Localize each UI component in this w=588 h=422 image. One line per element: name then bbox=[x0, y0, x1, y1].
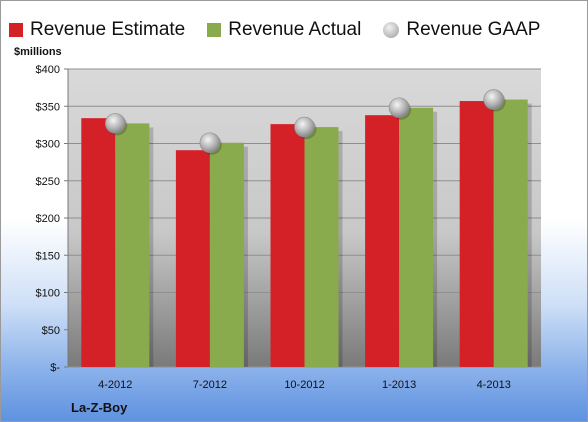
y-tick-label: $300 bbox=[36, 139, 60, 151]
bar-revenue-estimate bbox=[175, 150, 210, 367]
bar-revenue-estimate bbox=[81, 118, 116, 367]
y-tick-label: $250 bbox=[36, 176, 60, 188]
bar-revenue-actual bbox=[304, 127, 339, 367]
company-name: La-Z-Boy bbox=[71, 400, 128, 415]
y-tick-label: $100 bbox=[36, 288, 60, 300]
x-tick-label: 4-2013 bbox=[477, 379, 511, 391]
gaap-marker bbox=[483, 89, 505, 110]
y-tick-label: $- bbox=[50, 362, 60, 374]
bar-revenue-actual bbox=[209, 142, 244, 367]
bar-revenue-estimate bbox=[459, 101, 494, 367]
y-axis-unit-label: $millions bbox=[14, 46, 62, 58]
y-tick-label: $200 bbox=[36, 213, 60, 225]
bar-revenue-estimate bbox=[270, 124, 305, 367]
legend-item-gaap: Revenue GAAP bbox=[383, 19, 540, 41]
legend-label-estimate: Revenue Estimate bbox=[30, 19, 186, 40]
y-tick-label: $150 bbox=[36, 250, 60, 262]
legend: Revenue Estimate Revenue Actual Revenue … bbox=[9, 17, 579, 43]
x-tick-label: 1-2013 bbox=[382, 379, 416, 391]
gaap-marker bbox=[105, 113, 126, 134]
legend-item-actual: Revenue Actual bbox=[207, 19, 361, 41]
legend-swatch-estimate bbox=[9, 23, 23, 37]
bar-revenue-estimate bbox=[365, 115, 400, 367]
bar-revenue-actual bbox=[493, 99, 528, 368]
x-tick-label: 4-2012 bbox=[98, 379, 132, 391]
legend-label-gaap: Revenue GAAP bbox=[406, 19, 541, 40]
y-tick-label: $50 bbox=[42, 325, 60, 337]
gaap-marker bbox=[388, 97, 410, 119]
y-tick-label: $350 bbox=[36, 101, 60, 113]
y-tick-label: $400 bbox=[36, 64, 60, 76]
x-tick-label: 7-2012 bbox=[193, 379, 227, 391]
bar-revenue-actual bbox=[399, 107, 434, 368]
legend-swatch-actual bbox=[207, 23, 222, 37]
legend-swatch-gaap bbox=[383, 22, 400, 38]
legend-item-estimate: Revenue Estimate bbox=[9, 19, 185, 41]
gaap-marker bbox=[199, 132, 221, 154]
gaap-marker bbox=[294, 116, 315, 138]
bar-revenue-actual bbox=[115, 123, 150, 367]
legend-label-actual: Revenue Actual bbox=[228, 19, 362, 40]
x-tick-label: 10-2012 bbox=[284, 379, 324, 391]
